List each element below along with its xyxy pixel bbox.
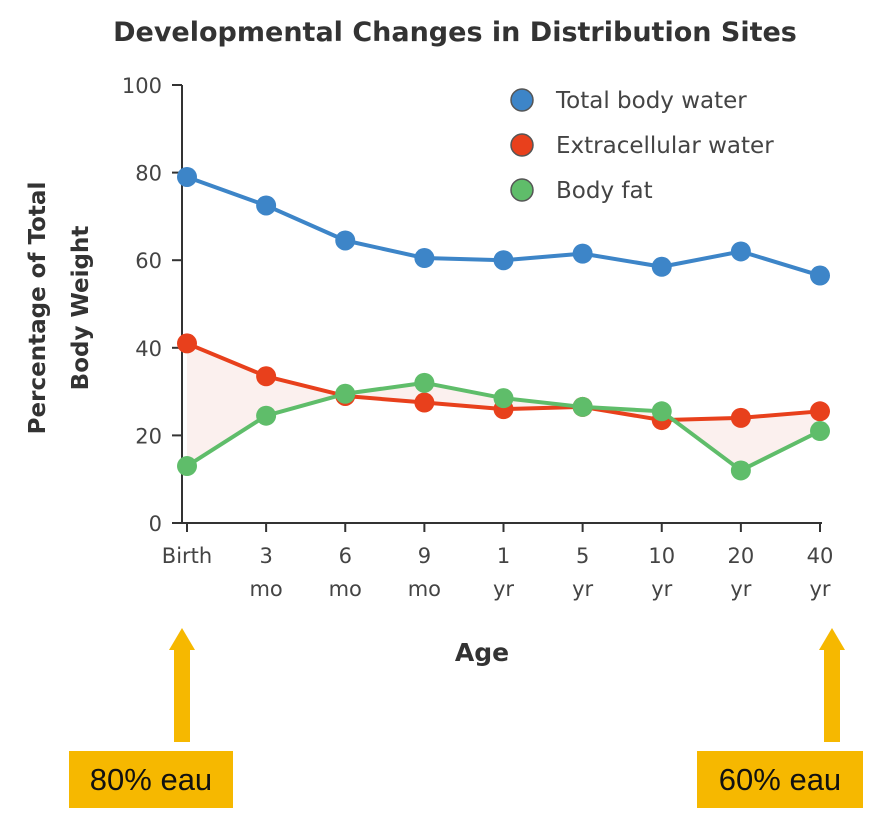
data-point <box>414 248 435 269</box>
callout-adult-water: 60% eau <box>697 751 863 808</box>
data-point <box>730 460 751 481</box>
data-point <box>810 421 830 442</box>
x-tick-unit: mo <box>249 577 282 601</box>
data-point <box>493 250 514 271</box>
legend-label: Body fat <box>556 178 653 204</box>
data-point <box>177 456 197 477</box>
series-body-fat <box>177 372 830 481</box>
x-tick-unit: yr <box>809 577 830 601</box>
x-tick-label: 20 <box>728 544 755 568</box>
data-point <box>572 396 593 417</box>
legend-marker <box>510 88 534 112</box>
x-tick-label: 10 <box>648 544 675 568</box>
y-ticks: 0 20 40 60 80 100 <box>122 74 182 536</box>
callout-birth-water: 80% eau <box>69 751 233 808</box>
data-point <box>256 195 277 216</box>
x-tick-label: 9 <box>418 544 431 568</box>
data-point <box>493 388 514 409</box>
series-total-body-water <box>177 166 830 286</box>
legend: Total body water Extracellular water Body … <box>510 88 774 204</box>
x-tick-unit: yr <box>493 577 514 601</box>
chart-title: Developmental Changes in Distribution Si… <box>113 17 797 48</box>
data-point <box>730 241 751 262</box>
x-tick-label: 5 <box>576 544 589 568</box>
x-tick-label: 6 <box>339 544 352 568</box>
series <box>177 166 830 481</box>
arrow-up-icon <box>169 628 195 742</box>
data-point <box>810 401 830 422</box>
x-tick-label: 40 <box>807 544 834 568</box>
axes <box>181 85 822 524</box>
x-tick-unit: yr <box>730 577 751 601</box>
x-tick-unit: mo <box>408 577 441 601</box>
y-tick-label: 40 <box>135 337 162 361</box>
y-tick-label: 100 <box>122 74 162 98</box>
data-point <box>256 405 277 426</box>
data-point <box>256 366 277 387</box>
data-point <box>810 265 830 286</box>
data-point <box>335 383 356 404</box>
y-tick-label: 20 <box>135 424 162 448</box>
x-tick-label: 1 <box>497 544 510 568</box>
data-point <box>651 256 672 277</box>
data-point <box>651 401 672 422</box>
y-axis-label-line1: Percentage of Total <box>25 182 51 435</box>
data-point <box>335 230 356 251</box>
legend-label: Extracellular water <box>556 133 774 159</box>
legend-marker <box>510 133 534 157</box>
x-ticks: Birth 3 mo 6 mo 9 mo 1 yr 5 yr 10 yr 20 yr 40 yr <box>162 523 834 601</box>
x-tick-label: Birth <box>162 544 212 568</box>
x-tick-unit: yr <box>572 577 593 601</box>
data-point <box>414 372 435 393</box>
data-point <box>572 243 593 264</box>
legend-label: Total body water <box>555 88 747 114</box>
data-point <box>730 407 751 428</box>
data-point <box>177 333 197 354</box>
x-tick-unit: yr <box>651 577 672 601</box>
x-tick-unit: mo <box>329 577 362 601</box>
x-axis-label: Age <box>455 638 509 667</box>
y-tick-label: 60 <box>135 249 162 273</box>
legend-marker <box>510 178 534 202</box>
y-axis-label-line2: Body Weight <box>68 226 94 391</box>
data-point <box>414 392 435 413</box>
arrow-up-icon <box>819 628 845 742</box>
y-tick-label: 80 <box>135 162 162 186</box>
y-tick-label: 0 <box>149 512 162 536</box>
data-point <box>177 166 197 187</box>
x-tick-label: 3 <box>259 544 272 568</box>
